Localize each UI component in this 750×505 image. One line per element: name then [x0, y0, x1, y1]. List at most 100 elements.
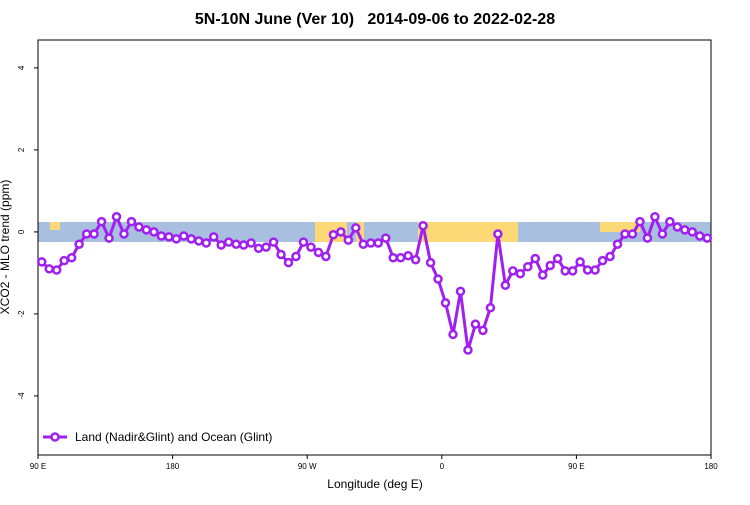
- data-point: [388, 253, 398, 263]
- data-point: [567, 266, 578, 276]
- legend-swatch: [50, 432, 60, 442]
- data-point: [680, 225, 690, 235]
- data-point: [156, 231, 167, 241]
- data-point: [74, 239, 84, 249]
- data-point: [238, 240, 249, 250]
- x-tick-label: 180: [704, 462, 718, 471]
- data-point: [403, 250, 413, 261]
- data-point: [582, 265, 593, 275]
- data-point: [523, 262, 533, 272]
- data-point: [208, 232, 219, 242]
- data-point: [530, 253, 541, 264]
- data-point: [149, 227, 159, 237]
- data-point: [328, 230, 339, 240]
- ocean-band: [38, 222, 711, 242]
- data-point: [575, 257, 585, 267]
- data-point: [44, 264, 54, 274]
- data-point: [81, 229, 92, 239]
- data-point: [51, 265, 62, 275]
- data-point: [89, 229, 99, 239]
- x-tick-label: 90 E: [568, 462, 584, 471]
- data-point: [597, 255, 608, 266]
- legend-label: Land (Nadir&Glint) and Ocean (Glint): [75, 430, 272, 444]
- data-point: [111, 211, 122, 222]
- data-point: [455, 286, 466, 297]
- data-point: [425, 257, 436, 268]
- x-tick-label: 180: [166, 462, 180, 471]
- data-point: [657, 229, 668, 239]
- data-point: [104, 233, 114, 243]
- data-point: [164, 232, 174, 242]
- data-point: [463, 345, 473, 355]
- data-point: [59, 255, 69, 266]
- y-tick-label: 2: [17, 147, 26, 152]
- data-point: [306, 242, 316, 252]
- data-point: [126, 216, 137, 227]
- data-point: [283, 257, 294, 268]
- land-band: [50, 222, 60, 230]
- data-point: [261, 242, 271, 252]
- data-point: [343, 235, 354, 245]
- data-point: [650, 211, 660, 222]
- plot-frame: [37, 39, 712, 456]
- land-band: [418, 222, 518, 242]
- data-point: [560, 266, 570, 276]
- data-point: [216, 240, 226, 250]
- land-ocean-mask: [38, 222, 711, 242]
- data-point: [366, 238, 376, 248]
- data-point: [493, 229, 503, 239]
- data-point: [96, 216, 107, 227]
- data-point: [179, 231, 189, 241]
- data-point: [201, 238, 211, 248]
- data-point: [485, 303, 496, 313]
- data-point: [695, 231, 705, 241]
- data-point: [358, 239, 369, 249]
- data-point: [508, 266, 518, 276]
- data-point: [552, 253, 563, 264]
- data-point: [253, 243, 264, 254]
- y-tick-label: 0: [17, 229, 26, 234]
- y-tick-label: -2: [17, 310, 26, 318]
- y-tick-label: 4: [17, 65, 26, 70]
- x-tick-label: 0: [440, 462, 445, 471]
- data-point: [276, 249, 286, 260]
- data-point: [298, 237, 309, 247]
- data-point: [321, 251, 331, 262]
- data-point: [687, 227, 698, 237]
- data-point: [186, 234, 197, 244]
- data-point: [171, 234, 182, 244]
- data-point: [231, 239, 241, 249]
- data-point: [395, 253, 406, 263]
- data-point: [373, 238, 383, 248]
- data-point: [612, 239, 623, 249]
- data-point: [470, 319, 481, 329]
- data-point: [538, 270, 548, 280]
- data-point: [36, 257, 47, 267]
- data-point: [448, 329, 458, 340]
- data-point: [672, 222, 683, 232]
- data-point: [119, 229, 129, 239]
- data-point: [336, 227, 346, 237]
- y-tick-label: -4: [17, 392, 26, 400]
- data-point: [590, 265, 600, 275]
- data-point: [545, 260, 555, 271]
- data-point: [313, 247, 324, 258]
- data-point: [380, 233, 391, 243]
- data-point: [635, 216, 645, 227]
- data-point: [351, 223, 361, 233]
- chart-title: 5N-10N June (Ver 10) 2014-09-06 to 2022-…: [195, 11, 555, 28]
- data-point: [620, 229, 630, 239]
- data-point: [515, 268, 526, 279]
- data-point: [418, 221, 428, 231]
- x-axis-label: Longitude (deg E): [327, 477, 422, 491]
- data-point: [268, 237, 279, 247]
- data-point: [665, 216, 675, 227]
- data-point: [141, 225, 152, 235]
- data-point: [66, 253, 77, 263]
- data-point: [440, 298, 451, 308]
- data-point: [410, 255, 421, 265]
- land-band: [600, 222, 640, 232]
- x-tick-label: 90 W: [298, 462, 317, 471]
- data-point: [500, 280, 511, 290]
